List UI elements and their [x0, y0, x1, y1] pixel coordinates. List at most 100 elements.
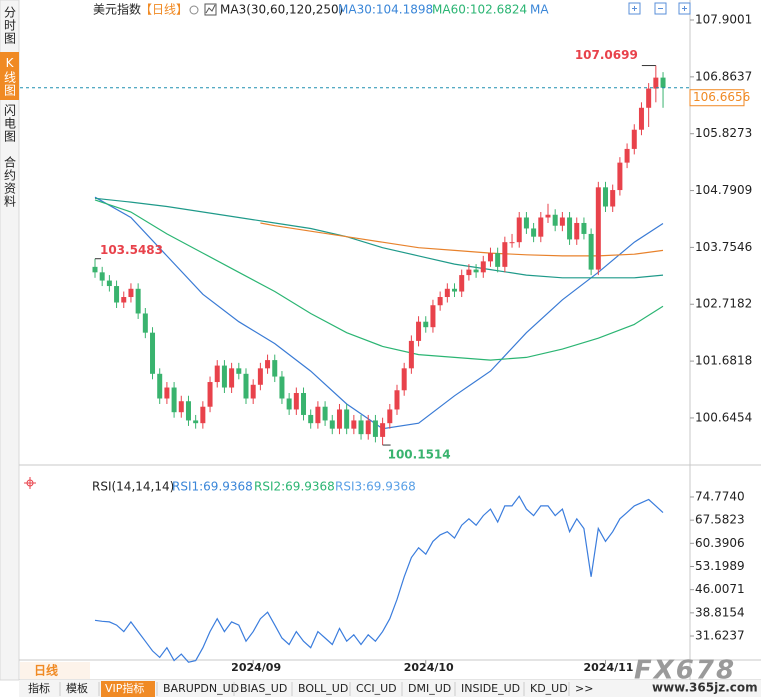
- candle-body: [106, 280, 112, 287]
- candle-body: [128, 288, 134, 298]
- active-tab-bg: [0, 52, 19, 100]
- candle-body: [545, 214, 551, 218]
- ma-legend: MA: [530, 3, 549, 17]
- ma-legend: MA60:102.6824: [432, 3, 527, 17]
- y-tick-label: 100.6454: [695, 410, 752, 424]
- candle-body: [121, 297, 127, 303]
- candle-body: [365, 420, 371, 435]
- candle-body: [114, 286, 120, 303]
- candle-body: [229, 368, 235, 388]
- ma-line: [94, 199, 664, 361]
- candle-body: [142, 313, 148, 333]
- y-tick-label: 104.7909: [695, 183, 752, 197]
- toolbar-item[interactable]: BOLL_UD: [298, 682, 348, 695]
- sidebar: [0, 0, 20, 681]
- y-tick-label: 67.5823: [695, 513, 745, 527]
- side-tab[interactable]: K线图: [3, 56, 17, 97]
- side-tab[interactable]: 闪电图: [3, 104, 17, 143]
- toolbar-active: [101, 681, 155, 697]
- toolbar-item[interactable]: BIAS_UD: [240, 682, 287, 695]
- toolbar: [19, 680, 761, 697]
- candle-body: [631, 129, 637, 149]
- y-tick-label: 38.8154: [695, 605, 745, 619]
- candle-body: [387, 409, 393, 424]
- toolbar-item[interactable]: INSIDE_UD: [461, 682, 520, 695]
- y-tick-label: 102.7182: [695, 297, 752, 311]
- candle-body: [214, 365, 220, 383]
- candle-body: [92, 266, 98, 273]
- y-tick-label: 101.6818: [695, 354, 752, 368]
- candle-body: [221, 365, 227, 388]
- y-tick-label: 53.1989: [695, 559, 745, 573]
- rsi-legend: RSI(14,14,14): [92, 480, 174, 494]
- y-tick-label: 106.8637: [695, 69, 752, 83]
- candle-body: [466, 269, 472, 276]
- candle-body: [135, 288, 141, 314]
- candle-body: [603, 187, 609, 207]
- watermark-site: www.365jz.com: [652, 681, 758, 695]
- candle-body: [538, 217, 544, 237]
- candle-body: [293, 393, 299, 410]
- candle-body: [380, 423, 386, 437]
- ma-legend: MA30:104.1898: [338, 3, 433, 17]
- x-tick-label: 2024/09: [231, 661, 281, 674]
- rsi-icon[interactable]: [24, 477, 36, 489]
- y-tick-label: 105.8273: [695, 126, 752, 140]
- toolbar-item[interactable]: 指标: [28, 681, 50, 695]
- candle-body: [487, 253, 493, 262]
- y-tick-label: 103.7546: [695, 240, 752, 254]
- toolbar-item[interactable]: 模板: [66, 681, 88, 695]
- candle-body: [567, 217, 573, 240]
- toolbar-item[interactable]: CCI_UD: [356, 682, 397, 695]
- candle-body: [581, 222, 587, 234]
- candle-body: [509, 242, 515, 244]
- ma-line: [94, 197, 664, 279]
- y-tick-label: 74.7740: [695, 489, 745, 503]
- candle-body: [250, 384, 256, 399]
- toolbar-item[interactable]: >>: [575, 682, 593, 695]
- candle-body: [157, 373, 163, 399]
- candle-body: [150, 332, 156, 374]
- settings-icon[interactable]: [189, 5, 199, 15]
- candle-body: [516, 217, 522, 243]
- period[interactable]: 【日线】: [140, 3, 188, 17]
- toolbar-item[interactable]: KD_UD: [530, 682, 568, 695]
- candle-body: [99, 272, 105, 281]
- period-box: [20, 662, 90, 679]
- candle-body: [315, 406, 321, 424]
- last-price-label: 106.6656: [693, 90, 750, 104]
- x-tick-label: 2024/10: [404, 661, 454, 674]
- candle-body: [200, 406, 206, 424]
- candle-body: [408, 340, 414, 369]
- toolbar-item[interactable]: BARUPDN_UD: [163, 682, 239, 695]
- candle-body: [329, 420, 335, 429]
- period-label[interactable]: 日线: [34, 663, 58, 678]
- toolbar-item[interactable]: VIP指标: [105, 681, 144, 695]
- ma-icon[interactable]: [204, 3, 217, 16]
- y-tick-label: 31.6237: [695, 629, 745, 643]
- rsi-legend: RSI3:69.9368: [335, 480, 416, 494]
- toolbar-item[interactable]: DMI_UD: [408, 682, 451, 695]
- candle-body: [236, 368, 242, 374]
- candle-body: [495, 253, 501, 267]
- candle-body: [416, 321, 422, 341]
- y-tick-label: 107.9001: [695, 13, 752, 27]
- candle-body: [638, 107, 644, 130]
- candle-body: [574, 222, 580, 240]
- candle-body: [344, 409, 350, 429]
- candle-body: [480, 261, 486, 273]
- candle-body: [531, 228, 537, 237]
- candle-body: [444, 288, 450, 298]
- x-tick-label: 2024/11: [584, 661, 634, 674]
- side-tab[interactable]: 合约资料: [3, 155, 17, 208]
- y-tick-label: 46.0071: [695, 582, 745, 596]
- candle-body: [372, 420, 378, 437]
- candle-body: [624, 148, 630, 163]
- candle-body: [301, 393, 307, 415]
- side-tab[interactable]: 分时图: [3, 6, 17, 45]
- candle-body: [185, 401, 191, 421]
- zoom-icons[interactable]: [628, 2, 691, 15]
- candle-body: [193, 420, 199, 424]
- rsi-line: [94, 495, 664, 663]
